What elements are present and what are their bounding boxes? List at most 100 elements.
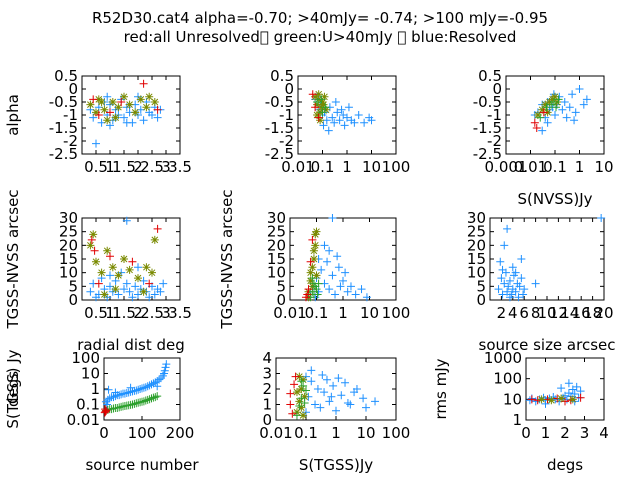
data-point xyxy=(328,271,337,280)
data-point xyxy=(314,113,323,122)
data-point xyxy=(351,290,360,299)
data-point xyxy=(139,287,148,296)
data-point xyxy=(122,389,131,398)
data-point xyxy=(131,108,140,117)
data-point xyxy=(498,265,507,274)
data-point xyxy=(86,100,95,109)
data-point xyxy=(109,404,118,413)
x-tick-label: 3.5 xyxy=(168,304,192,322)
data-point xyxy=(134,263,142,272)
data-point xyxy=(327,392,336,401)
x-axis-label: degs xyxy=(547,456,583,474)
data-point xyxy=(354,111,363,119)
data-point xyxy=(558,105,567,114)
data-point xyxy=(313,385,322,393)
y-tick-label: -1.5 xyxy=(473,119,502,137)
data-point xyxy=(286,400,295,409)
y-tick-label: 0.5 xyxy=(270,67,294,85)
figure-title-line1: R52D30.cat4 alpha=-0.70; >40mJy= -0.74; … xyxy=(92,9,548,27)
data-point xyxy=(330,118,339,127)
data-point xyxy=(311,230,320,239)
data-point xyxy=(494,285,503,294)
data-point xyxy=(322,116,331,125)
y-axis-label: rms mJy xyxy=(432,358,450,419)
x-tick-label: 0.1 xyxy=(311,158,335,176)
data-point xyxy=(139,383,148,392)
data-point xyxy=(97,98,106,106)
data-point xyxy=(539,108,548,117)
data-point xyxy=(505,276,514,285)
data-point xyxy=(340,121,349,130)
data-point xyxy=(111,388,120,397)
data-point xyxy=(160,366,169,375)
y-tick-label: 0.5 xyxy=(54,67,78,85)
data-point xyxy=(312,285,321,294)
y-tick-label: 1 xyxy=(90,380,100,398)
data-point xyxy=(313,98,322,106)
y-tick-label: 1 xyxy=(512,411,522,429)
data-point xyxy=(128,293,137,302)
x-tick-label: 0.01 xyxy=(273,304,306,322)
x-tick-label: 0.1 xyxy=(294,424,318,442)
data-point xyxy=(504,282,513,291)
data-point xyxy=(582,95,591,104)
data-point xyxy=(331,290,340,299)
data-point xyxy=(339,276,347,285)
data-point xyxy=(89,95,98,104)
data-point xyxy=(100,290,109,299)
data-point xyxy=(517,274,526,283)
data-point xyxy=(125,265,134,274)
data-point xyxy=(111,285,120,294)
data-point xyxy=(311,92,320,101)
data-point xyxy=(145,92,154,101)
x-tick-label: 0.01 xyxy=(514,158,547,176)
data-point xyxy=(337,105,346,114)
data-point xyxy=(313,290,322,299)
x-tick-label: 1.5 xyxy=(112,304,136,322)
plot-frame xyxy=(289,217,397,301)
data-point xyxy=(314,90,323,99)
x-tick-label: 200 xyxy=(166,424,195,442)
data-point xyxy=(328,214,337,222)
data-point xyxy=(517,255,526,263)
y-axis-label: degs xyxy=(4,371,22,407)
y-tick-label: 0 xyxy=(262,411,272,429)
data-point xyxy=(497,274,506,283)
data-point xyxy=(142,103,151,112)
x-tick-label: 2 xyxy=(133,158,143,176)
data-point xyxy=(156,287,165,296)
y-tick-label: 3 xyxy=(262,365,272,383)
y-tick-label: 10 xyxy=(81,365,100,383)
data-point xyxy=(332,406,340,415)
y-tick-label: 25 xyxy=(467,223,486,241)
data-point xyxy=(316,403,325,412)
data-point xyxy=(300,392,309,401)
data-point xyxy=(292,411,301,420)
data-point xyxy=(536,113,545,122)
data-point xyxy=(103,92,112,101)
y-axis-label: TGSS-NVSS arcsec xyxy=(218,189,236,329)
x-tick-label: 10 xyxy=(360,304,379,322)
y-tick-label: -0.5 xyxy=(473,93,502,111)
y-tick-label: -1.5 xyxy=(49,119,78,137)
y-tick-label: -2 xyxy=(63,132,78,150)
x-tick-label: 20 xyxy=(594,304,613,322)
y-tick-label: 100 xyxy=(71,349,100,367)
data-point xyxy=(134,274,142,283)
data-point xyxy=(532,124,541,132)
data-point xyxy=(515,282,524,291)
data-point xyxy=(562,113,571,122)
y-tick-label: 15 xyxy=(267,250,286,268)
data-point xyxy=(94,279,103,288)
data-point xyxy=(120,113,128,122)
data-point xyxy=(309,255,318,263)
data-point xyxy=(503,287,512,296)
data-point xyxy=(143,395,152,404)
x-axis-label: S(NVSS)Jy xyxy=(517,190,592,208)
data-point xyxy=(128,400,137,409)
